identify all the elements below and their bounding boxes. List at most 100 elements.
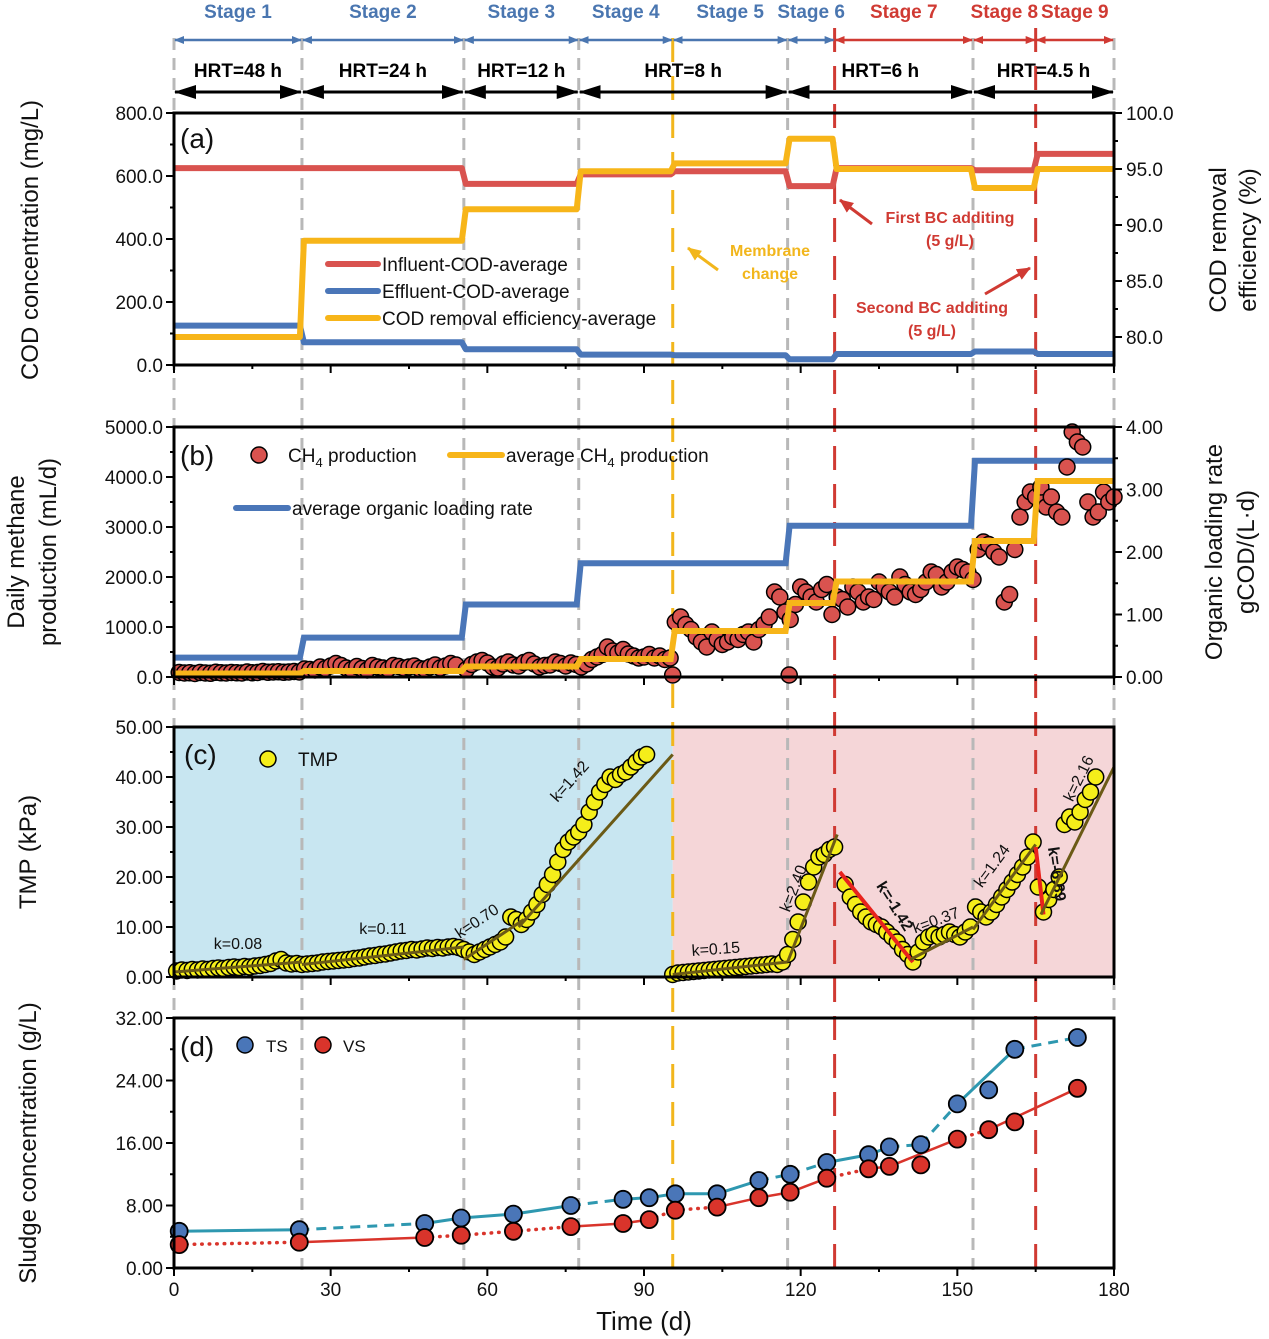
ts-point bbox=[639, 1188, 659, 1208]
stage-label: Stage 2 bbox=[349, 2, 417, 23]
ch4-production-point bbox=[838, 598, 857, 616]
ch4-production-point bbox=[771, 588, 789, 606]
background-layer bbox=[174, 727, 1114, 977]
y-tick-label: 400.0 bbox=[115, 230, 163, 251]
y-tick-label: 24.00 bbox=[115, 1072, 163, 1093]
fit-line bbox=[672, 960, 788, 976]
ch4-production-point bbox=[1058, 458, 1076, 476]
legend-olr: average organic loading rate bbox=[292, 499, 533, 520]
y-tick-label: 16.00 bbox=[115, 1134, 163, 1155]
y-tick-label: 40.00 bbox=[115, 768, 163, 789]
y-tick-label: 50.00 bbox=[115, 718, 163, 739]
hrt-label: HRT=48 h bbox=[194, 61, 282, 82]
y2-tick-label: 100.0 bbox=[1126, 104, 1174, 125]
ch4-production-point bbox=[823, 605, 841, 624]
y2-tick-label: 4.00 bbox=[1126, 418, 1163, 439]
y2-tick-label: 1.00 bbox=[1126, 606, 1163, 627]
slope-label: k=0.08 bbox=[214, 936, 263, 953]
tmp-point bbox=[1086, 768, 1105, 786]
vs-point bbox=[561, 1217, 581, 1236]
ch4-production-point bbox=[990, 548, 1008, 566]
stage-label: Stage 1 bbox=[204, 2, 272, 23]
vs-segment bbox=[177, 1240, 302, 1247]
ts-segment bbox=[299, 1221, 425, 1232]
legend-marker-ch4 bbox=[250, 446, 268, 464]
vs-point bbox=[504, 1221, 523, 1241]
vs-point bbox=[289, 1232, 309, 1252]
stage-label: Stage 3 bbox=[487, 2, 555, 23]
ts-point bbox=[1005, 1039, 1025, 1059]
ts-point bbox=[749, 1171, 769, 1190]
y2-tick-label: 90.0 bbox=[1126, 216, 1163, 237]
stage-header: Stage 1 Stage 2 Stage 3 Stage 4 Stage 5 Stage… bbox=[174, 2, 1114, 99]
vs-point bbox=[451, 1225, 471, 1245]
tmp-point bbox=[637, 745, 656, 764]
y-tick-label: 4000.0 bbox=[105, 468, 163, 489]
y-tick-label: 0.0 bbox=[137, 668, 163, 689]
vs-segment bbox=[299, 1236, 425, 1244]
vs-point bbox=[1068, 1078, 1087, 1098]
x-tick-label: 180 bbox=[1098, 1280, 1130, 1301]
series-average-organic-loading-rate bbox=[174, 457, 1114, 661]
stage-label: Stage 7 bbox=[870, 2, 938, 23]
ch4-production-point bbox=[1073, 438, 1092, 456]
legend-effluent: Effluent-COD-average bbox=[382, 282, 570, 303]
hrt-label: HRT=8 h bbox=[644, 61, 722, 82]
legend-vs: VS bbox=[343, 1037, 366, 1056]
legend-tmp: TMP bbox=[298, 750, 338, 771]
ch4-production-point bbox=[1089, 503, 1108, 521]
y-tick-label: 32.00 bbox=[115, 1009, 163, 1030]
fit-line bbox=[517, 753, 674, 928]
ts-point bbox=[880, 1137, 899, 1157]
vs-point bbox=[665, 1200, 685, 1220]
fit-line bbox=[1039, 766, 1116, 916]
stage-label: Stage 4 bbox=[592, 2, 660, 23]
ts-segment bbox=[1014, 1036, 1078, 1051]
ts-point bbox=[451, 1208, 471, 1228]
ts-point bbox=[911, 1135, 931, 1154]
ts-point bbox=[979, 1080, 999, 1100]
axes-layer: 0.0200.0400.0600.0800.080.085.090.095.01… bbox=[105, 104, 1174, 1301]
legend-marker-ts bbox=[236, 1036, 254, 1054]
vs-point bbox=[947, 1129, 967, 1149]
y-tick-label: 800.0 bbox=[115, 104, 163, 125]
panel-b-methane bbox=[170, 423, 1123, 684]
series-effluent-cod-average bbox=[174, 322, 1114, 363]
vs-point bbox=[817, 1168, 837, 1188]
ch4-production-point bbox=[1042, 488, 1061, 506]
fit-line bbox=[971, 843, 1037, 931]
y-tick-label: 2000.0 bbox=[105, 568, 163, 589]
x-tick-label: 0 bbox=[169, 1280, 180, 1301]
stage-label: Stage 8 bbox=[971, 2, 1039, 23]
vs-point bbox=[639, 1210, 659, 1229]
y-tick-label: 0.00 bbox=[126, 1259, 163, 1280]
y-tick-label: 1000.0 bbox=[105, 618, 163, 639]
panel-c-label: (c) bbox=[184, 739, 217, 770]
x-tick-label: 120 bbox=[785, 1280, 817, 1301]
ts-point bbox=[947, 1094, 967, 1114]
vs-segment bbox=[988, 1087, 1078, 1131]
annotation-membrane-line2: change bbox=[742, 266, 798, 283]
y2-tick-label: 2.00 bbox=[1126, 543, 1163, 564]
y2-tick-label: 0.00 bbox=[1126, 668, 1163, 689]
ts-point bbox=[817, 1153, 837, 1172]
annotation-membrane-line1: Membrane bbox=[730, 243, 810, 260]
ts-segment bbox=[513, 1204, 572, 1216]
panel-d-label: (d) bbox=[180, 1031, 214, 1062]
vs-point bbox=[613, 1214, 633, 1233]
series-cod-removal-efficiency-average bbox=[174, 135, 1114, 340]
ts-segment bbox=[179, 1228, 300, 1233]
stage-label: Stage 5 bbox=[696, 2, 764, 23]
annotation-membrane-arrow bbox=[687, 246, 719, 272]
vs-point bbox=[780, 1182, 800, 1202]
stage-label: Stage 9 bbox=[1041, 2, 1109, 23]
ch4-production-point bbox=[663, 666, 682, 684]
annotation-second-bc-arrow bbox=[984, 266, 1031, 296]
series-average-ch4-production bbox=[174, 478, 1114, 677]
panel-d-ylabel: Sludge concentration (g/L) bbox=[15, 1002, 42, 1284]
ch4-production-point bbox=[760, 608, 779, 626]
panel-b-y2label-line1: Organic loading rate bbox=[1201, 444, 1228, 660]
vs-point bbox=[979, 1120, 999, 1140]
slope-label: k=0.15 bbox=[691, 940, 741, 960]
